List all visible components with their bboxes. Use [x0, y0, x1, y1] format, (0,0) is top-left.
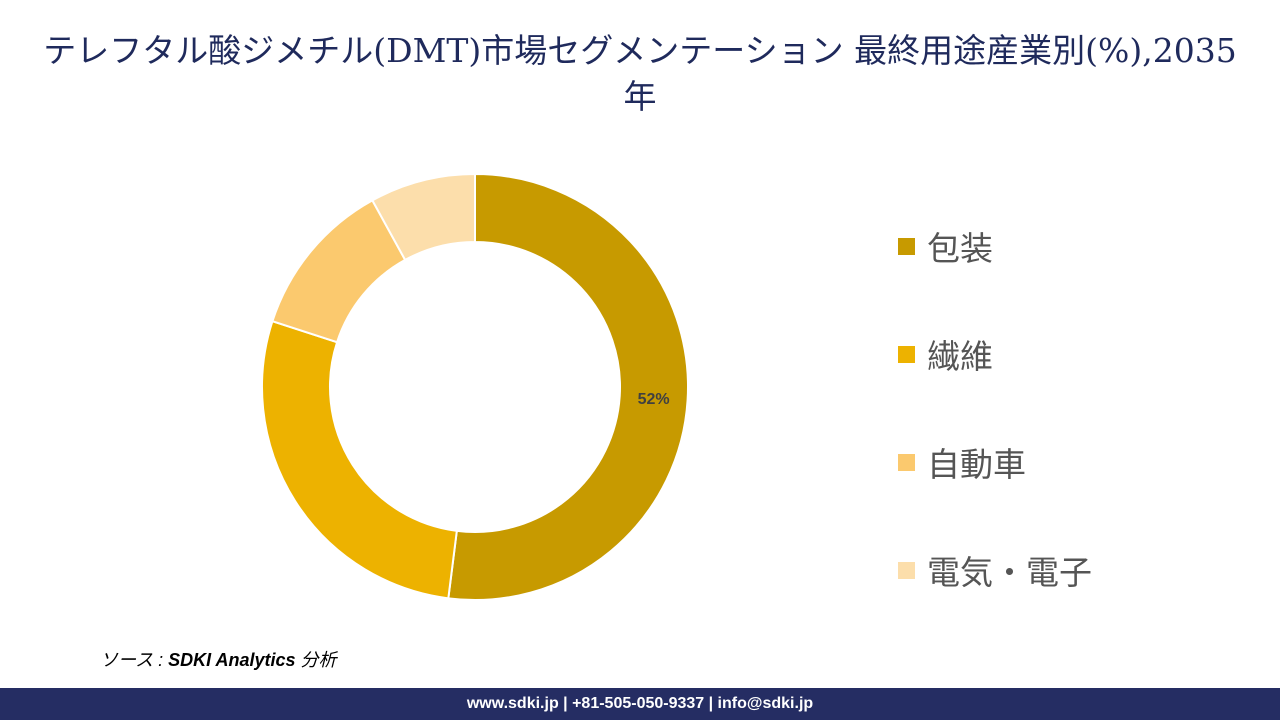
- source-prefix: ソース :: [100, 650, 169, 670]
- legend-swatch: [898, 345, 915, 363]
- legend-item-packaging: 包装: [898, 222, 993, 270]
- legend-swatch: [898, 237, 915, 255]
- legend-label: 自動車: [927, 445, 1026, 484]
- legend-swatch: [898, 561, 915, 579]
- source-name: SDKI Analytics: [168, 650, 296, 670]
- footer-contact: www.sdki.jp | +81-505-050-9337 | info@sd…: [0, 688, 1280, 720]
- legend-label: 包装: [927, 229, 993, 268]
- legend-item-automotive: 自動車: [898, 438, 1026, 486]
- legend-item-electronics: 電気・電子: [898, 546, 1092, 594]
- source-note: ソース : SDKI Analytics 分析: [100, 646, 337, 672]
- legend-label: 電気・電子: [927, 553, 1092, 592]
- legend-item-fibers: 繊維: [898, 330, 993, 378]
- donut-slice: [261, 319, 458, 600]
- legend-swatch: [898, 453, 915, 471]
- legend-label: 繊維: [927, 337, 993, 376]
- chart-title: テレフタル酸ジメチル(DMT)市場セグメンテーション 最終用途産業別(%),20…: [43, 31, 1237, 116]
- donut-slice: [371, 172, 476, 262]
- data-label: 52%: [638, 391, 670, 408]
- source-suffix: 分析: [295, 650, 337, 670]
- donut-slice: [447, 172, 689, 601]
